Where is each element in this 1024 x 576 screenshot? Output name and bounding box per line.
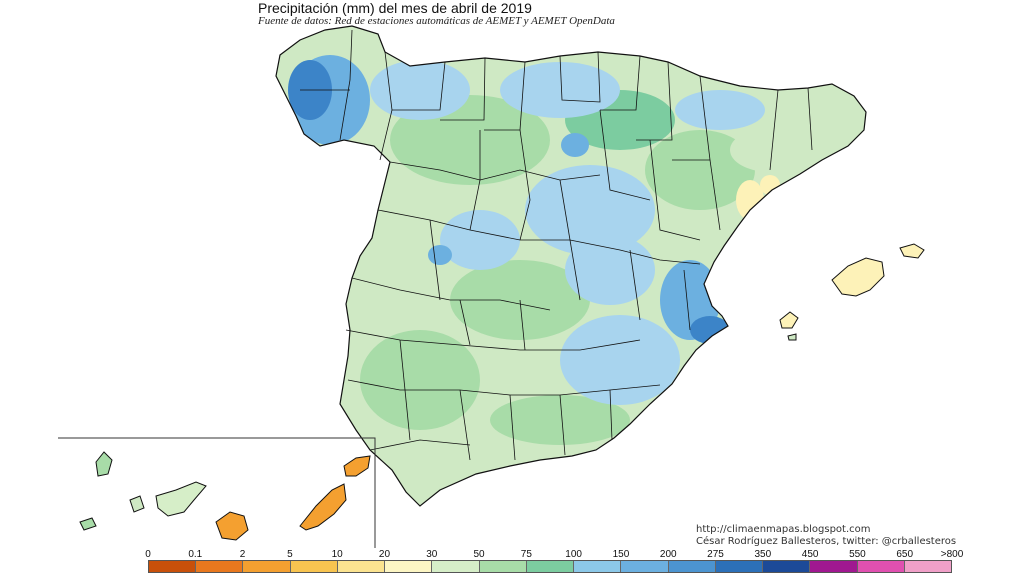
legend-swatch <box>385 561 433 572</box>
legend-label: 100 <box>565 549 582 560</box>
legend-swatch <box>149 561 197 572</box>
legend-label: 450 <box>801 549 819 560</box>
legend-label: 550 <box>849 549 866 560</box>
legend-label: 150 <box>612 549 630 560</box>
data-source-subtitle: Fuente de datos: Red de estaciones autom… <box>258 15 615 27</box>
legend-swatch <box>574 561 622 572</box>
legend-swatch <box>621 561 669 572</box>
legend-label: 0 <box>145 549 151 560</box>
legend-label: 200 <box>659 549 677 560</box>
balearic-islands <box>779 243 925 341</box>
legend-swatch <box>337 561 386 572</box>
legend-label: >800 <box>940 549 964 560</box>
legend-label: 10 <box>331 549 343 560</box>
legend-label: 650 <box>896 549 914 560</box>
legend-swatch <box>290 561 338 572</box>
legend-swatch <box>479 561 527 572</box>
legend-swatch <box>526 561 575 572</box>
canary-islands <box>79 451 371 541</box>
province-borders <box>275 25 867 507</box>
legend-color-bar <box>148 560 952 573</box>
legend-swatch <box>715 561 764 572</box>
legend-swatch <box>763 561 811 572</box>
canary-inset-frame <box>58 437 376 548</box>
legend-swatch <box>904 561 951 572</box>
legend-label: 350 <box>754 549 772 560</box>
blog-url: http://climaenmapas.blogspot.com <box>696 524 871 535</box>
author-credit: César Rodríguez Ballesteros, twitter: @c… <box>696 536 957 547</box>
legend-label: 75 <box>520 549 532 560</box>
legend-label: 2 <box>239 549 246 560</box>
legend-label: 0.1 <box>188 549 203 560</box>
legend-swatch <box>857 561 905 572</box>
legend-swatch <box>196 561 244 572</box>
legend-label: 50 <box>473 549 485 560</box>
legend-swatch <box>668 561 716 572</box>
legend-labels: 0 0.1 2 5 10 20 30 50 75 100 150 200 275 350 450 550 650… <box>0 549 1024 561</box>
legend-label: 20 <box>378 549 391 560</box>
legend-swatch <box>243 561 291 572</box>
map-title: Precipitación (mm) del mes de abril de 2… <box>258 0 532 16</box>
legend-swatch <box>432 561 480 572</box>
legend-label: 275 <box>707 549 724 560</box>
legend-label: 5 <box>287 549 293 560</box>
legend-swatch <box>810 561 858 572</box>
legend-label: 30 <box>426 549 438 560</box>
